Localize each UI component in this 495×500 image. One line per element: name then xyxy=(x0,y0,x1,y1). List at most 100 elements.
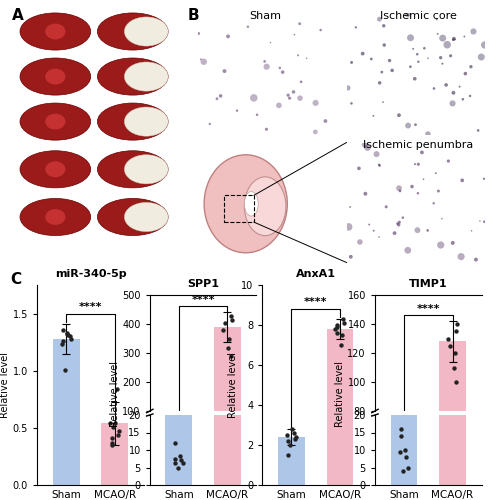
Point xyxy=(321,117,329,125)
Title: TIMP1: TIMP1 xyxy=(409,278,447,288)
Point xyxy=(446,342,454,350)
Point xyxy=(283,431,291,439)
Point xyxy=(266,38,274,46)
Point xyxy=(359,50,367,58)
Y-axis label: Relative level: Relative level xyxy=(0,352,10,418)
Point xyxy=(411,74,419,82)
Point xyxy=(396,187,404,195)
Point xyxy=(476,217,484,225)
Point xyxy=(61,366,69,374)
Point xyxy=(404,464,412,471)
Point xyxy=(430,200,438,207)
Point xyxy=(339,315,347,323)
Point xyxy=(195,30,202,38)
Ellipse shape xyxy=(20,58,91,95)
Point xyxy=(286,441,294,449)
Point xyxy=(379,98,387,106)
Ellipse shape xyxy=(20,13,91,50)
Ellipse shape xyxy=(124,62,168,91)
Point xyxy=(64,332,72,340)
Point xyxy=(58,340,66,348)
Point xyxy=(290,429,297,437)
Point xyxy=(63,330,71,338)
Point xyxy=(107,438,115,446)
Point xyxy=(406,34,414,42)
Ellipse shape xyxy=(45,68,65,84)
Point xyxy=(438,214,446,222)
Point xyxy=(244,22,252,30)
Point xyxy=(452,327,460,335)
Point xyxy=(284,437,292,445)
Point xyxy=(395,221,402,229)
Bar xyxy=(165,415,192,485)
Point xyxy=(369,112,377,120)
Point xyxy=(466,92,474,100)
Ellipse shape xyxy=(98,151,168,188)
Bar xyxy=(101,424,128,485)
Point xyxy=(446,52,454,60)
Point xyxy=(66,332,74,340)
Ellipse shape xyxy=(98,13,168,50)
Point xyxy=(443,40,451,48)
Point xyxy=(469,28,477,36)
Point xyxy=(375,233,383,241)
Point xyxy=(279,68,287,76)
Point xyxy=(370,226,378,234)
Point xyxy=(261,58,269,66)
Point xyxy=(220,67,228,75)
Point xyxy=(404,246,412,254)
Point xyxy=(376,15,384,23)
Ellipse shape xyxy=(124,202,168,232)
Y-axis label: Relative level: Relative level xyxy=(228,352,238,418)
Point xyxy=(404,122,412,130)
Ellipse shape xyxy=(245,177,286,236)
Point xyxy=(380,41,388,49)
Bar xyxy=(391,411,417,500)
Point xyxy=(331,325,339,333)
Point xyxy=(113,385,121,393)
Bar xyxy=(224,195,254,222)
Point xyxy=(286,94,294,102)
Point xyxy=(109,422,117,430)
Point xyxy=(225,335,233,343)
Point xyxy=(399,214,407,222)
Point xyxy=(399,467,407,475)
Point xyxy=(179,460,187,468)
Point xyxy=(177,456,185,464)
Bar xyxy=(165,411,192,438)
Point xyxy=(395,111,403,119)
Point xyxy=(439,34,446,42)
Point xyxy=(481,41,489,49)
Point xyxy=(414,190,422,198)
Point xyxy=(347,58,355,66)
Point xyxy=(171,455,179,463)
Point xyxy=(302,54,310,62)
Point xyxy=(344,84,352,92)
Point xyxy=(114,430,122,438)
Point xyxy=(437,54,445,62)
Point xyxy=(449,36,457,44)
Text: C: C xyxy=(10,272,21,287)
Point xyxy=(317,26,325,34)
Point xyxy=(437,241,445,249)
Ellipse shape xyxy=(245,192,258,216)
Point xyxy=(221,320,229,328)
Bar xyxy=(53,338,80,485)
Point xyxy=(290,88,297,96)
Point xyxy=(355,164,363,172)
Point xyxy=(460,32,468,40)
Point xyxy=(361,140,369,148)
Point xyxy=(297,78,305,86)
Point xyxy=(67,334,75,342)
Point xyxy=(213,94,221,102)
Point xyxy=(414,160,422,168)
Point xyxy=(115,428,123,436)
Text: Ischemic core: Ischemic core xyxy=(380,11,457,21)
Point xyxy=(413,50,421,58)
Ellipse shape xyxy=(45,24,65,40)
Point xyxy=(347,100,355,108)
Ellipse shape xyxy=(45,114,65,130)
Point xyxy=(467,62,475,70)
Point xyxy=(284,451,292,459)
Point xyxy=(365,220,373,228)
